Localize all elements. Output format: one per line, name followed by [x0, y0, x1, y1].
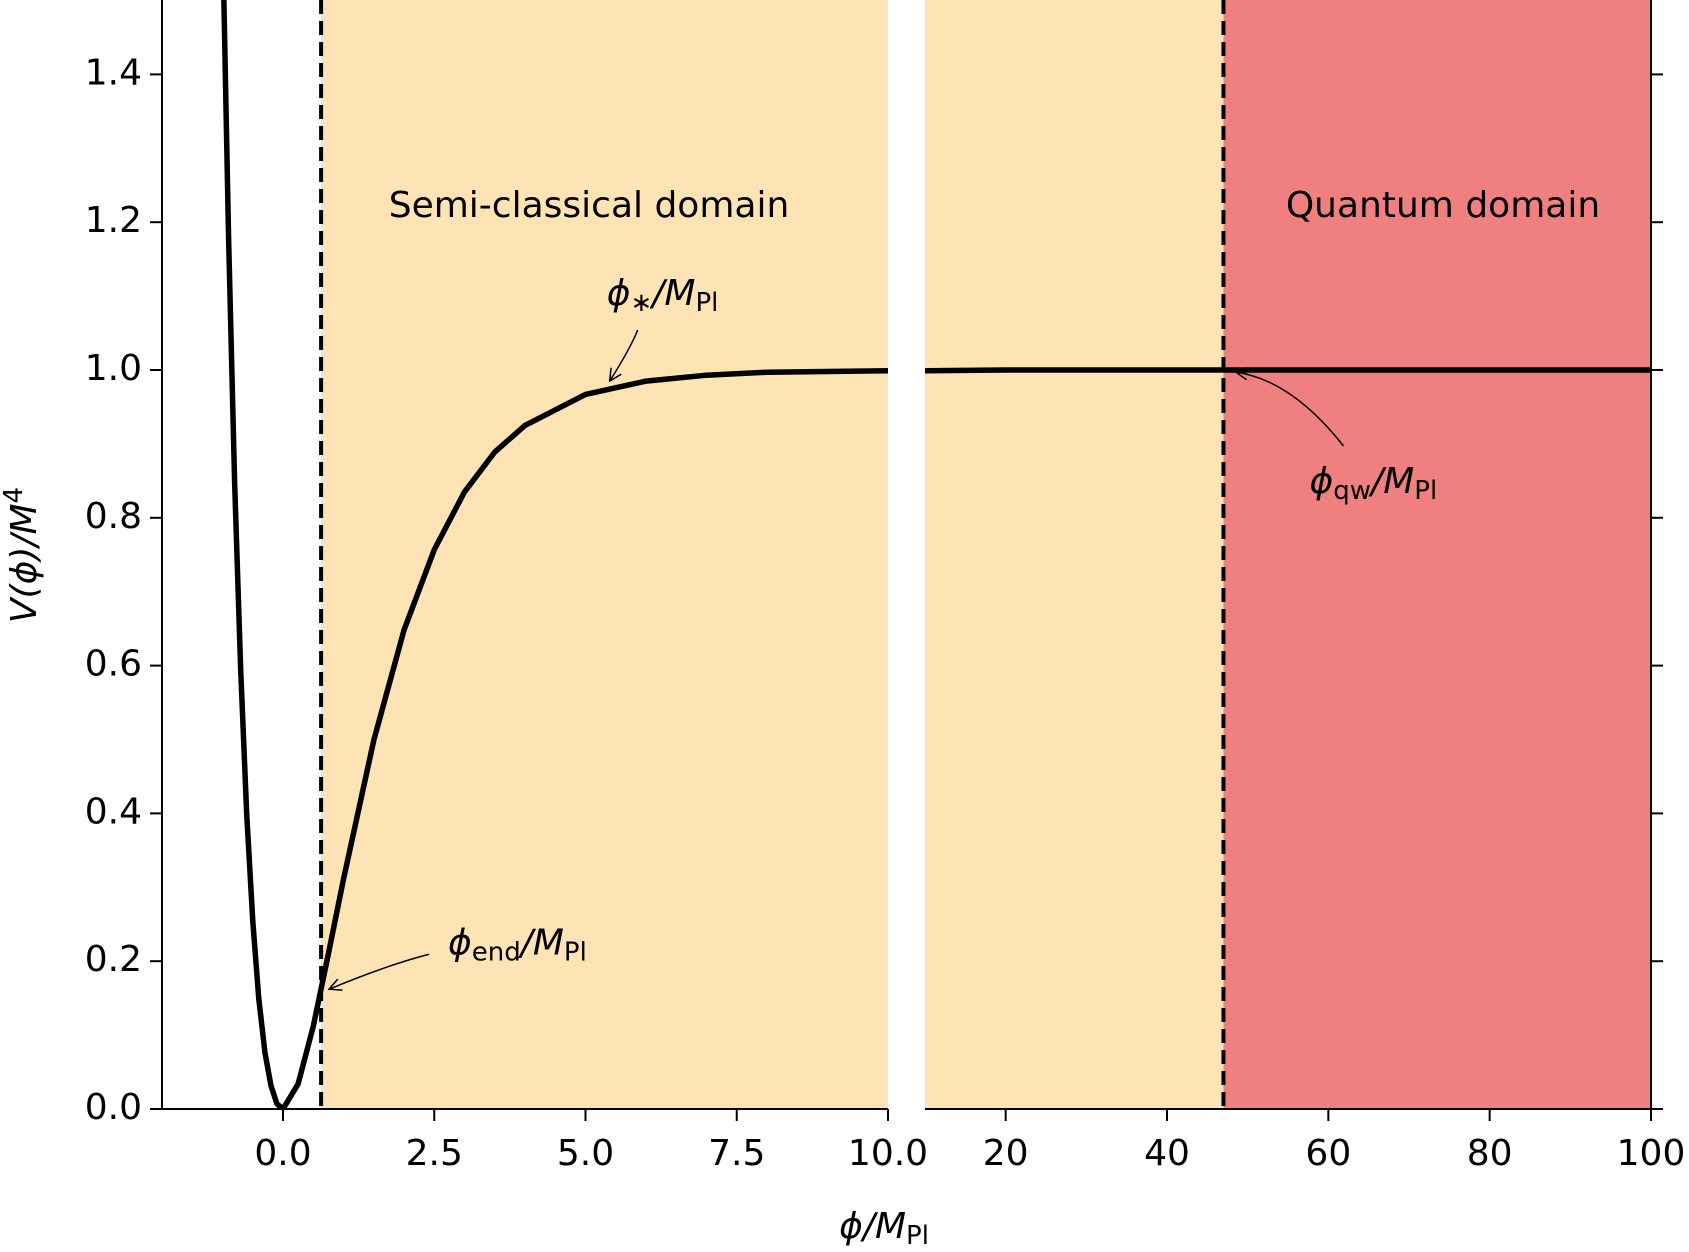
annotation-label: ϕ∗/MPl: [607, 273, 719, 318]
x-tick-label: 40: [1144, 1133, 1190, 1174]
y-tick-label: 0.4: [85, 791, 142, 832]
label-part: /M: [518, 922, 564, 963]
label-part: end: [472, 937, 521, 967]
annotation-arrow: [329, 953, 430, 989]
x-tick-label: 20: [983, 1133, 1029, 1174]
x-tick-label: 2.5: [406, 1133, 463, 1174]
y-tick-label: 1.4: [85, 52, 142, 93]
x-axis-label: ϕ/MPl: [839, 1206, 929, 1251]
y-tick-label: 1.0: [85, 348, 142, 389]
x-tick-label: 10.0: [848, 1133, 928, 1174]
region-span: [1223, 0, 1651, 1109]
region-label: Semi-classical domain: [389, 185, 790, 226]
label-part: qw: [1333, 476, 1371, 506]
label-part: ϕ: [448, 922, 472, 963]
y-tick-label: 0.0: [85, 1087, 142, 1128]
label-part: ϕ/M: [839, 1206, 906, 1247]
y-axis-label: V(ϕ)/M4: [0, 487, 45, 623]
region-span: [321, 0, 888, 1109]
x-tick-label: 0.0: [254, 1133, 311, 1174]
potential-curve: [221, 0, 888, 1109]
label-part: Pl: [564, 937, 587, 967]
label-part: ϕ: [607, 273, 631, 314]
label-part: Pl: [1414, 476, 1437, 506]
y-tick-label: 0.8: [85, 496, 142, 537]
annotation-arrow: [610, 329, 639, 381]
y-tick-label: 0.2: [85, 939, 142, 980]
label-part: ∗: [630, 288, 652, 318]
label-part: Pl: [695, 288, 718, 318]
label-part: /M: [1368, 461, 1414, 502]
potential-curve: [925, 367, 1651, 374]
x-tick-label: 5.0: [557, 1133, 614, 1174]
label-part: Pl: [906, 1221, 929, 1251]
x-tick-label: 60: [1305, 1133, 1351, 1174]
annotation-label: ϕqw/MPl: [1310, 461, 1438, 506]
label-part: V(ϕ)/M: [4, 503, 45, 623]
x-tick-label: 80: [1467, 1133, 1513, 1174]
annotation-arrow: [1236, 372, 1345, 447]
region-span: [925, 0, 1224, 1109]
label-part: ϕ: [1310, 461, 1334, 502]
y-tick-label: 0.6: [85, 644, 142, 685]
x-tick-label: 7.5: [708, 1133, 765, 1174]
region-label: Quantum domain: [1286, 185, 1600, 226]
label-part: /M: [649, 273, 695, 314]
label-part: 4: [0, 487, 29, 504]
y-tick-label: 1.2: [85, 200, 142, 241]
x-tick-label: 100: [1617, 1133, 1686, 1174]
annotation-label: ϕend/MPl: [448, 922, 587, 967]
